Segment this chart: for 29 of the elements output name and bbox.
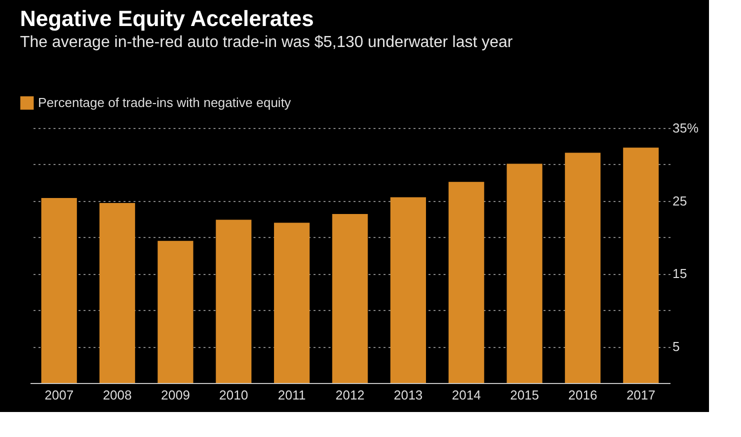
x-tick-label: 2011 (278, 388, 306, 402)
x-tick-label: 2012 (336, 388, 364, 402)
x-tick-label: 2009 (160, 388, 190, 402)
y-tick-label: 35% (672, 120, 699, 136)
x-tick-label: 2016 (568, 388, 598, 402)
y-tick-label: 25 (672, 193, 687, 208)
bar (506, 164, 542, 383)
y-tick-label: 5 (672, 339, 680, 354)
x-tick-label: 2014 (452, 388, 481, 402)
bar (623, 148, 659, 383)
chart-subtitle: The average in-the-red auto trade-in was $5,130 underwater last year (20, 34, 514, 51)
bar (332, 214, 368, 383)
bar (564, 152, 601, 383)
x-tick-label: 2017 (626, 388, 656, 402)
bar (448, 182, 484, 383)
x-tick-label: 2010 (219, 388, 248, 402)
chart-title: Negative Equity Accelerates (20, 6, 314, 31)
x-tick-label: 2015 (510, 388, 540, 402)
bar (158, 240, 194, 383)
x-tick-label: 2013 (394, 388, 423, 402)
x-tick-label: 2008 (102, 388, 132, 402)
bar (216, 220, 252, 383)
bar (390, 197, 426, 383)
legend-label: Percentage of trade-ins with negative equity (38, 95, 292, 110)
bar (99, 203, 136, 383)
y-tick-label: 15 (672, 266, 687, 282)
bar (41, 198, 77, 383)
x-tick-label: 2007 (44, 388, 74, 402)
bar (274, 222, 310, 383)
